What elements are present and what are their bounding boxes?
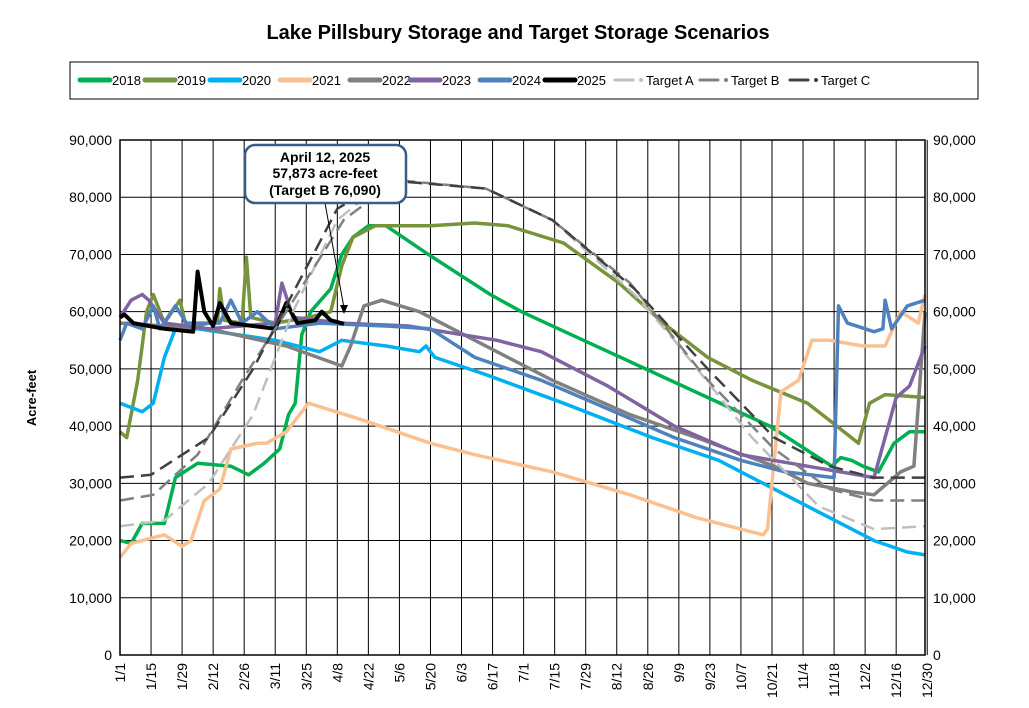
axes: 0 0 10,000 10,000 20,000 20,000 30,000 30,000 40… (69, 132, 976, 698)
y-tick-label-left: 90,000 (69, 132, 112, 148)
y-tick-label-right: 30,000 (933, 475, 976, 491)
x-tick-label: 7/15 (547, 663, 563, 690)
series-line-2021 (118, 294, 927, 559)
legend-label: 2025 (577, 73, 606, 88)
annotation-target: (Target B 76,090) (269, 182, 381, 198)
x-tick-label: 11/18 (826, 663, 842, 697)
series-line-2018 (119, 224, 925, 546)
x-tick-label: 10/7 (733, 663, 749, 690)
legend-label: 2018 (112, 73, 141, 88)
y-tick-label-left: 30,000 (69, 475, 112, 491)
y-tick-label-left: 0 (104, 647, 112, 663)
series-line-2024 (118, 298, 926, 480)
y-tick-label-right: 50,000 (933, 361, 976, 377)
grid (119, 139, 928, 656)
x-tick-label: 8/26 (640, 663, 656, 690)
y-tick-label-left: 70,000 (69, 246, 112, 262)
series-line-2022 (119, 298, 927, 497)
legend-label: Target B (731, 73, 779, 88)
y-tick-label-right: 10,000 (933, 590, 976, 606)
x-tick-label: 5/20 (422, 663, 438, 690)
x-tick-label: 12/30 (919, 663, 935, 698)
legend-label: 2021 (312, 73, 341, 88)
x-tick-label: 1/29 (174, 663, 190, 690)
x-tick-label: 8/12 (609, 663, 625, 690)
x-tick-label: 5/6 (391, 663, 407, 683)
y-tick-label-left: 50,000 (69, 361, 112, 377)
series-line-2019 (118, 221, 926, 446)
x-tick-label: 11/4 (795, 663, 811, 689)
x-tick-label: 6/3 (454, 663, 470, 683)
legend-label: 2023 (442, 73, 471, 88)
x-tick-label: 7/29 (578, 663, 594, 690)
x-tick-label: 12/2 (857, 663, 873, 690)
series-line-2020 (119, 327, 926, 557)
y-tick-label-left: 20,000 (69, 533, 112, 549)
y-tick-label-right: 70,000 (933, 246, 976, 262)
legend-label: Target C (821, 73, 870, 88)
x-tick-label: 2/26 (236, 663, 252, 690)
x-tick-label: 10/21 (764, 663, 780, 698)
y-tick-label-left: 80,000 (69, 189, 112, 205)
x-tick-label: 3/25 (298, 663, 314, 690)
legend-label: 2019 (177, 73, 206, 88)
y-tick-label-right: 20,000 (933, 533, 976, 549)
x-tick-label: 9/23 (702, 663, 718, 690)
y-tick-label-left: 40,000 (69, 418, 112, 434)
y-tick-label-left: 10,000 (69, 590, 112, 606)
chart-title: Lake Pillsbury Storage and Target Storag… (266, 22, 769, 44)
legend-marker (724, 78, 728, 82)
legend-label: Target A (646, 73, 694, 88)
legend-marker (814, 78, 818, 82)
legend-label: 2024 (512, 73, 541, 88)
x-tick-label: 2/12 (205, 663, 221, 690)
annotation: April 12, 2025 57,873 acre-feet (Target … (243, 143, 408, 314)
plot-area-border (119, 139, 926, 656)
legend-marker (639, 78, 643, 82)
y-tick-label-right: 40,000 (933, 418, 976, 434)
annotation-storage: 57,873 acre-feet (272, 165, 377, 181)
x-tick-label: 12/16 (888, 663, 904, 698)
y-tick-label-left: 60,000 (69, 304, 112, 320)
legend: 2018 2019 2020 2021 2022 2023 2024 2025 Target A… (77, 73, 870, 88)
series-line-target-c (119, 178, 925, 479)
annotation-arrow-line (324, 202, 345, 309)
y-tick-label-right: 80,000 (933, 189, 976, 205)
annotation-arrow-head (340, 305, 348, 314)
y-axis-label: Acre-feet (24, 369, 39, 426)
x-tick-label: 6/17 (485, 663, 501, 690)
x-tick-label: 3/11 (267, 663, 283, 689)
series-lines (118, 178, 927, 559)
series-line-target-b (119, 178, 925, 502)
x-tick-label: 4/8 (329, 663, 345, 683)
x-tick-label: 1/1 (112, 663, 128, 683)
y-tick-label-right: 60,000 (933, 304, 976, 320)
x-tick-label: 1/15 (143, 663, 159, 690)
x-tick-label: 7/1 (516, 663, 532, 683)
y-tick-label-right: 90,000 (933, 132, 976, 148)
annotation-box (243, 143, 408, 205)
legend-label: 2020 (242, 73, 271, 88)
annotation-date: April 12, 2025 (280, 149, 370, 165)
series-line-2025 (118, 269, 345, 334)
x-tick-label: 4/22 (360, 663, 376, 690)
series-line-target-a (119, 178, 926, 531)
legend-label: 2022 (382, 73, 411, 88)
x-tick-label: 9/9 (671, 663, 687, 683)
y-tick-label-right: 0 (933, 647, 941, 663)
